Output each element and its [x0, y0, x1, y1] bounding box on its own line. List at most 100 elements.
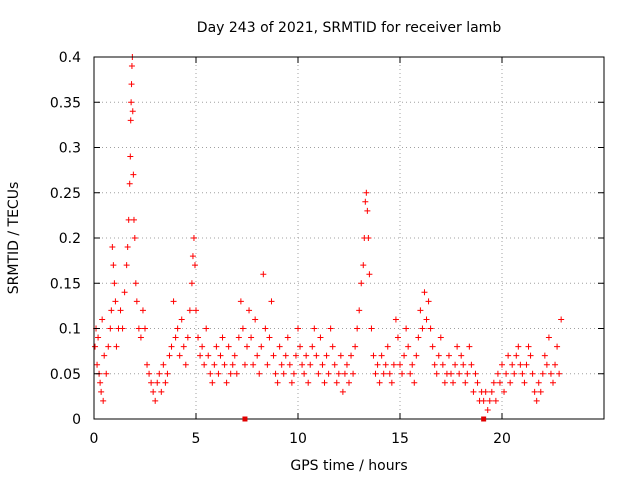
- data-point: [407, 370, 414, 377]
- data-point: [250, 361, 257, 368]
- data-point: [101, 352, 108, 359]
- data-point: [205, 352, 212, 359]
- y-tick-label: 0.1: [59, 322, 81, 338]
- data-point: [148, 379, 155, 386]
- data-point: [211, 361, 218, 368]
- data-point: [311, 325, 318, 332]
- data-point: [127, 117, 134, 124]
- data-point: [360, 262, 367, 269]
- data-point: [288, 379, 295, 386]
- data-point: [95, 334, 102, 341]
- data-point: [111, 280, 118, 287]
- data-point: [382, 361, 389, 368]
- data-point: [244, 343, 250, 350]
- data-point: [182, 361, 189, 368]
- data-point: [427, 325, 434, 332]
- data-point: [419, 325, 426, 332]
- data-point: [339, 388, 346, 395]
- data-point: [346, 379, 352, 386]
- data-point: [239, 325, 246, 332]
- data-point: [215, 370, 222, 377]
- data-point: [547, 370, 554, 377]
- data-point: [128, 99, 135, 106]
- data-point: [365, 235, 372, 241]
- data-point: [529, 370, 536, 377]
- data-point: [329, 343, 336, 350]
- data-point: [184, 334, 191, 341]
- data-point: [454, 343, 461, 350]
- data-point: [268, 298, 275, 305]
- grid: [94, 57, 604, 419]
- data-point: [299, 361, 306, 368]
- axes: 0 5 10 15 20 0 0.05 0.1 0.15 0.2 0.25 0.3 0.35 0.4: [50, 50, 605, 447]
- axis-marker: [481, 416, 487, 422]
- data-point: [139, 307, 146, 314]
- data-point: [380, 370, 387, 377]
- data-point: [554, 343, 561, 350]
- data-point: [421, 289, 428, 296]
- data-point: [127, 153, 134, 160]
- data-point: [441, 379, 448, 386]
- data-point: [448, 370, 454, 377]
- data-point: [492, 397, 499, 404]
- data-point: [164, 370, 171, 377]
- data-point: [152, 397, 159, 404]
- x-axis-label: GPS time / hours: [290, 458, 407, 474]
- data-point: [150, 388, 157, 395]
- data-point: [162, 379, 169, 386]
- y-tick-label: 0: [72, 412, 81, 428]
- data-point: [511, 370, 518, 377]
- data-point: [301, 370, 308, 377]
- data-point: [386, 370, 393, 377]
- data-point: [168, 343, 175, 350]
- data-point: [468, 361, 475, 368]
- data-point: [94, 361, 101, 368]
- data-point: [521, 379, 528, 386]
- data-point: [490, 379, 497, 386]
- data-point: [350, 370, 357, 377]
- data-point: [474, 379, 481, 386]
- x-tick-label: 20: [493, 431, 511, 447]
- data-point: [480, 397, 487, 404]
- data-point: [335, 370, 342, 377]
- data-point: [178, 316, 185, 323]
- data-point: [130, 171, 137, 178]
- data-point: [376, 379, 383, 386]
- data-point: [186, 307, 193, 314]
- chart-title: Day 243 of 2021, SRMTID for receiver lam…: [197, 20, 502, 36]
- data-point: [354, 325, 361, 332]
- data-point: [135, 325, 142, 332]
- data-point: [466, 343, 473, 350]
- data-point: [470, 388, 477, 395]
- data-point: [431, 361, 438, 368]
- data-point: [315, 370, 322, 377]
- data-point: [158, 388, 165, 395]
- data-point: [539, 370, 546, 377]
- x-tick-label: 5: [192, 431, 201, 447]
- data-point: [537, 388, 544, 395]
- data-point: [452, 361, 459, 368]
- data-point: [439, 361, 446, 368]
- data-point: [523, 361, 530, 368]
- data-point: [384, 343, 391, 350]
- data-point: [274, 379, 281, 386]
- data-point: [392, 316, 399, 323]
- data-point: [92, 343, 99, 350]
- data-point: [535, 379, 542, 386]
- data-point: [305, 379, 312, 386]
- data-point: [97, 379, 104, 386]
- data-point: [133, 298, 140, 305]
- data-point: [358, 280, 365, 287]
- data-point: [190, 235, 197, 241]
- data-point: [119, 325, 126, 332]
- data-point: [260, 271, 267, 278]
- data-point: [403, 325, 410, 332]
- data-point: [364, 207, 371, 214]
- data-point: [219, 334, 226, 341]
- data-point: [527, 352, 534, 359]
- data-point: [372, 370, 379, 377]
- data-point: [348, 352, 355, 359]
- data-point: [368, 325, 375, 332]
- y-tick-label: 0.25: [50, 186, 81, 202]
